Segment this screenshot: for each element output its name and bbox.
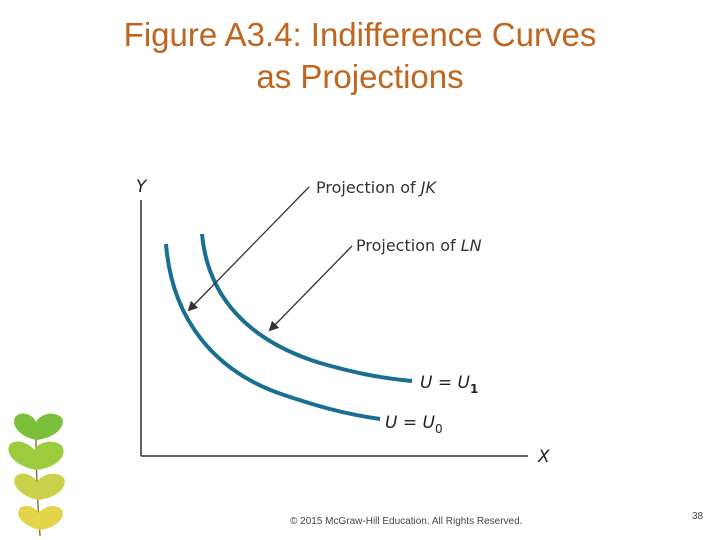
indifference-curve-u1 (200, 233, 413, 383)
leaf-icon (18, 505, 63, 530)
leaf-icon (14, 473, 65, 500)
copyright-footer: © 2015 McGraw-Hill Education. All Rights… (290, 516, 523, 527)
page-number: 38 (692, 511, 704, 522)
arrow-projection-jk (187, 186, 310, 312)
title-line-1: Figure A3.4: Indifference Curves (123, 16, 597, 53)
annotation-projection-jk: Projection of JK (316, 178, 437, 197)
slide-title: Figure A3.4: Indifference Curves as Proj… (40, 14, 680, 98)
ginkgo-leaves-decoration (8, 413, 65, 537)
title-line-2: as Projections (256, 58, 464, 95)
y-axis-label: Y (136, 177, 148, 197)
curve-label-u0: U = U0 (385, 413, 443, 436)
leaf-icon (14, 413, 63, 440)
arrow-projection-ln (268, 245, 353, 332)
curve-label-u1: U = U1 (420, 373, 478, 396)
indifference-curve-u0 (164, 243, 381, 421)
x-axis-label: X (537, 447, 550, 467)
annotation-projection-ln: Projection of LN (356, 236, 482, 255)
leaf-icon (8, 441, 64, 470)
